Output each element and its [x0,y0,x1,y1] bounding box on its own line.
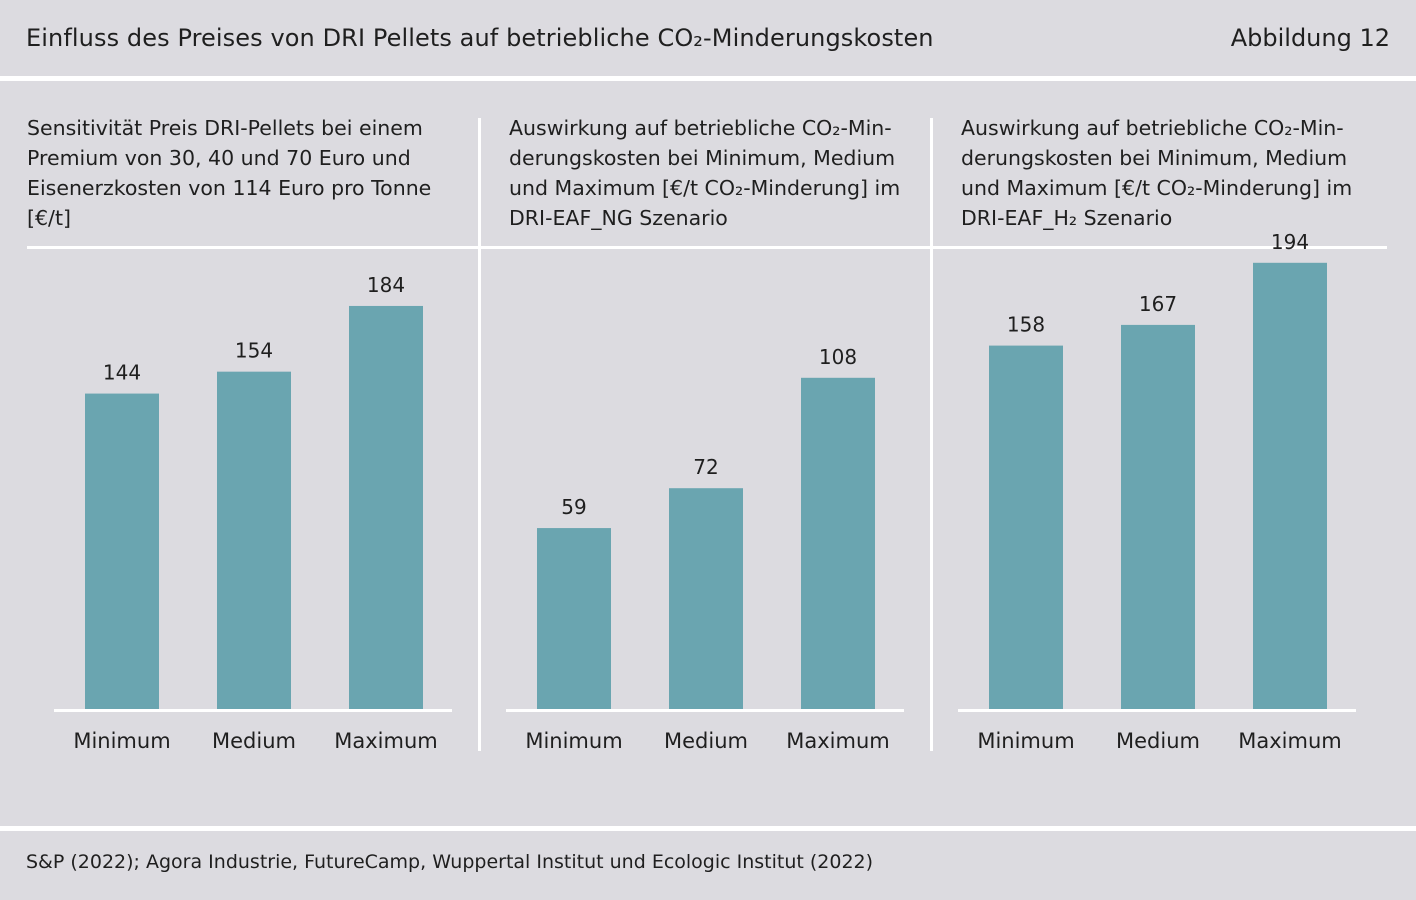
x-tick-label: Minimum [977,729,1074,753]
panel-1-title: Sensitivität Preis DRI-Pellets bei einem… [27,116,432,230]
x-axis-line [958,709,1356,712]
figure-title: Einfluss des Preises von DRI Pellets auf… [26,24,934,52]
chart-panel-1: 144 Minimum 154 Medium 184 Maximum [54,273,452,753]
figure-header: Einfluss des Preises von DRI Pellets auf… [0,0,1416,78]
panel-3-title-rule [933,246,1387,249]
panel-3-title: Auswirkung auf betriebliche CO₂-Min- der… [961,116,1353,230]
x-tick-label: Minimum [525,729,622,753]
x-axis-line [54,709,452,712]
source-note: S&P (2022); Agora Industrie, FutureCamp,… [26,851,874,873]
bar-maximum [349,305,423,709]
panel-2-title-rule [481,246,930,249]
bar-value-label: 158 [1007,313,1045,337]
bar-value-label: 154 [235,339,273,363]
bar-medium [217,371,291,709]
bar-value-label: 59 [561,495,586,519]
bar-medium [1121,324,1195,709]
x-tick-label: Medium [212,729,296,753]
bar-maximum [1253,262,1327,709]
x-tick-label: Maximum [786,729,889,753]
panel-divider-2 [930,118,933,751]
panel-divider-1 [478,118,481,751]
x-tick-label: Medium [664,729,748,753]
x-tick-label: Maximum [334,729,437,753]
figure-number: Abbildung 12 [1230,24,1390,52]
bar-value-label: 184 [367,273,405,297]
bar-medium [669,488,743,709]
bar-minimum [85,393,159,709]
chart-panel-3: 158 Minimum 167 Medium 194 Maximum [958,230,1356,753]
x-tick-label: Minimum [73,729,170,753]
x-axis-line [506,709,904,712]
x-tick-label: Maximum [1238,729,1341,753]
bar-value-label: 144 [103,361,141,385]
bar-value-label: 167 [1139,292,1177,316]
footer-rule [0,826,1416,831]
bar-value-label: 194 [1271,230,1309,254]
bar-maximum [801,377,875,709]
bar-minimum [989,345,1063,709]
bar-value-label: 72 [693,455,718,479]
panel-2-title: Auswirkung auf betriebliche CO₂-Min- der… [509,116,901,230]
bar-minimum [537,528,611,709]
header-rule [0,76,1416,81]
panel-1-title-rule [27,246,478,249]
x-tick-label: Medium [1116,729,1200,753]
chart-panel-2: 59 Minimum 72 Medium 108 Maximum [506,345,904,753]
bar-value-label: 108 [819,345,857,369]
